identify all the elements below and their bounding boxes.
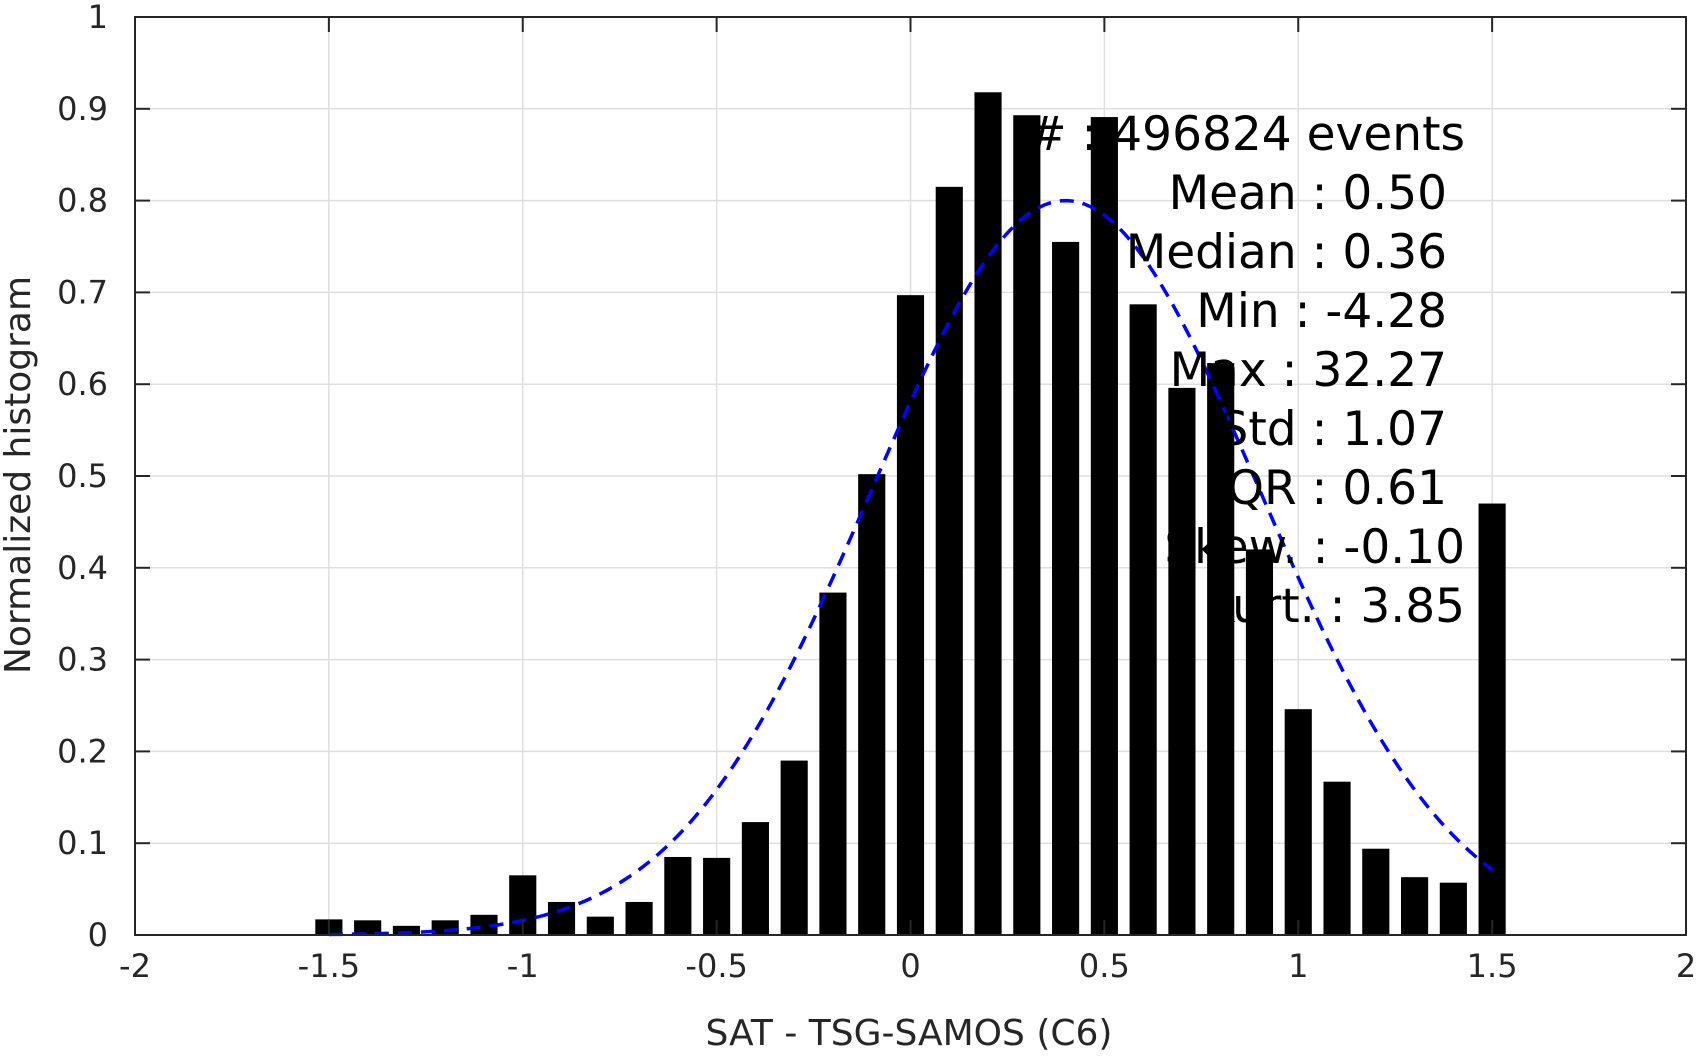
histogram-bar — [974, 92, 1002, 935]
histogram-bar — [1168, 387, 1196, 935]
histogram-bar — [547, 901, 576, 935]
y-tick-label: 0 — [88, 916, 108, 954]
x-tick-label: -0.5 — [685, 947, 747, 985]
histogram-bar — [1401, 877, 1429, 935]
y-tick-label: 0.9 — [57, 90, 108, 128]
y-tick-label: 0.8 — [57, 182, 108, 220]
y-tick-label: 0.5 — [57, 457, 108, 495]
x-axis-title: SAT - TSG-SAMOS (C6) — [706, 1013, 1113, 1053]
x-tick-label: 1.5 — [1467, 947, 1518, 985]
histogram-bar — [431, 920, 459, 935]
stat-line: Std : 1.07 — [1219, 402, 1447, 457]
histogram-bar — [935, 186, 963, 935]
axis-layer: -2 -1.5 -1 -0.5 0 0.5 1 1.5 2 0 0.1 0.2 0.3 0.4 0.5 0.6… — [57, 0, 1696, 985]
histogram-bar — [1362, 848, 1390, 935]
histogram-bar — [392, 925, 420, 935]
x-tick-label: 2 — [1676, 947, 1696, 985]
histogram-bar — [1323, 781, 1351, 935]
y-tick-label: 0.6 — [57, 365, 108, 403]
stat-line: Kurt. : 3.85 — [1204, 579, 1465, 634]
x-tick-label: 1 — [1288, 947, 1308, 985]
histogram-bar — [1284, 709, 1312, 935]
x-tick-label: -1 — [507, 947, 539, 985]
histogram-bar — [1207, 363, 1235, 935]
histogram-bar — [741, 822, 769, 935]
stat-line: Mean : 0.50 — [1169, 166, 1447, 221]
stat-line: Min : -4.28 — [1196, 284, 1447, 339]
stat-line: Max : 32.27 — [1170, 343, 1447, 398]
y-tick-label: 1 — [88, 0, 108, 36]
x-tick-label: 0.5 — [1079, 947, 1130, 985]
y-tick-label: 0.3 — [57, 641, 108, 679]
histogram-bar — [1129, 304, 1157, 936]
histogram-bar — [625, 901, 653, 935]
histogram-bar — [664, 856, 692, 935]
histogram-bar — [858, 474, 886, 935]
x-tick-label: 0 — [900, 947, 920, 985]
histogram-bar — [1439, 882, 1467, 935]
bar-layer — [315, 92, 1506, 936]
x-tick-label: -1.5 — [298, 947, 360, 985]
histogram-bar — [780, 760, 808, 935]
histogram-bar — [354, 920, 382, 935]
stat-line: Median : 0.36 — [1126, 225, 1447, 280]
histogram-bar — [1052, 241, 1080, 935]
x-tick-label: -2 — [119, 947, 151, 985]
histogram-bar — [896, 295, 925, 935]
histogram-bar — [586, 916, 614, 935]
histogram-bar — [1090, 117, 1118, 935]
stat-line: Skew. : -0.10 — [1164, 520, 1465, 575]
stat-line: IQR : 0.61 — [1213, 461, 1447, 516]
stat-line: # : 496824 events — [1027, 107, 1465, 162]
histogram-bar — [1013, 115, 1041, 935]
y-tick-label: 0.7 — [57, 273, 108, 311]
histogram-bar — [1245, 549, 1274, 935]
y-tick-label: 0.1 — [57, 824, 108, 862]
histogram-bar — [819, 592, 847, 935]
histogram-bar — [470, 914, 498, 935]
y-tick-label: 0.4 — [57, 549, 108, 587]
y-tick-label: 0.2 — [57, 732, 108, 770]
y-axis-title: Normalized histogram — [0, 276, 39, 674]
histogram-bar — [1478, 503, 1506, 935]
